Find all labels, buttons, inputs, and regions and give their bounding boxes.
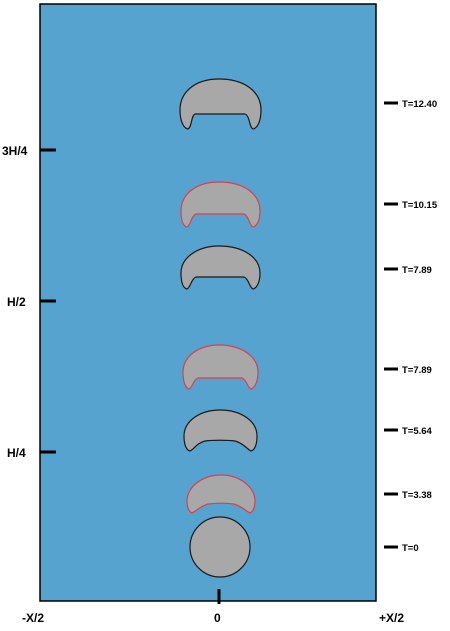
- time-label-1: T=10.15: [402, 200, 438, 211]
- left-label-h4: H/4: [7, 446, 26, 460]
- bubble-t12-40: [179, 78, 262, 130]
- bottom-label-center: 0: [214, 611, 221, 625]
- bottom-label-right: +X/2: [379, 611, 404, 625]
- bubble-t5-64: [183, 409, 258, 452]
- time-label-3: T=7.89: [402, 365, 432, 376]
- bubble-t7-89-upper: [180, 245, 261, 290]
- bubble-t10-15: [180, 181, 261, 228]
- bottom-label-left: -X/2: [22, 611, 44, 625]
- time-label-4: T=5.64: [402, 426, 433, 437]
- left-label-h2: H/2: [7, 295, 26, 309]
- time-label-6: T=0: [402, 543, 419, 554]
- left-label-3h4: 3H/4: [2, 144, 28, 158]
- time-label-5: T=3.38: [402, 490, 432, 501]
- time-label-0: T=12.40: [402, 99, 437, 110]
- bubble-t7-89-lower: [182, 344, 259, 390]
- time-label-2: T=7.89: [402, 265, 432, 276]
- bubble-t0: [189, 516, 251, 578]
- bubble-t3-38: [186, 474, 256, 514]
